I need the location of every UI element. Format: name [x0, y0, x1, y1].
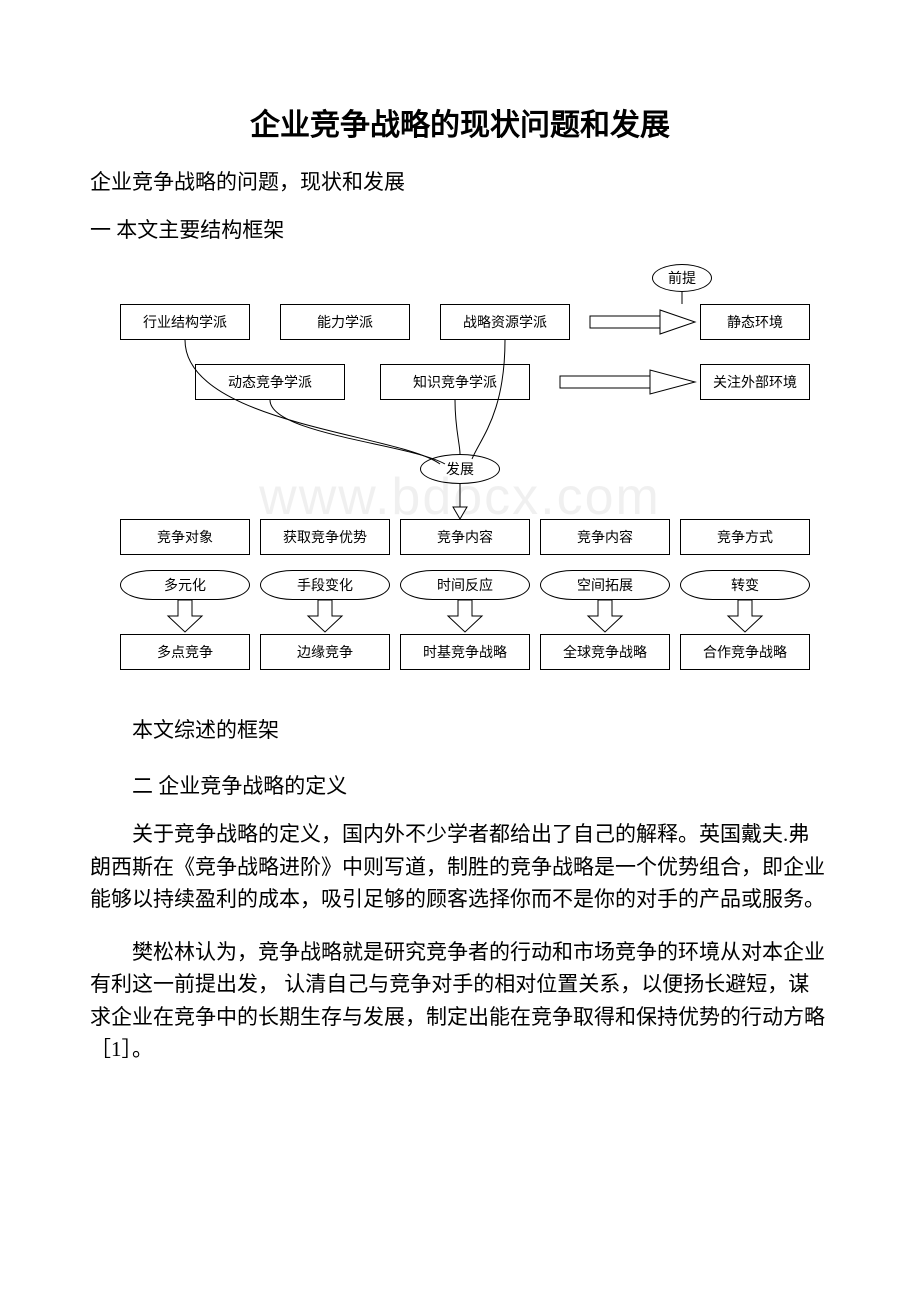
label: 边缘竞争	[297, 642, 353, 662]
label: 手段变化	[297, 575, 353, 595]
node-row1-1: 能力学派	[280, 304, 410, 340]
label: 竞争方式	[717, 527, 773, 547]
framework-diagram: 前提 行业结构学派 能力学派 战略资源学派 静态环境 动态竞争学派 知识竞争学派…	[100, 264, 820, 684]
node-row4-0: 多元化	[120, 570, 250, 600]
label: 竞争内容	[577, 527, 633, 547]
label: 时基竞争战略	[423, 642, 507, 662]
node-row1-2: 战略资源学派	[440, 304, 570, 340]
label: 静态环境	[727, 312, 783, 332]
label: 空间拓展	[577, 575, 633, 595]
label: 竞争对象	[157, 527, 213, 547]
node-row4-4: 转变	[680, 570, 810, 600]
node-row2-1: 知识竞争学派	[380, 364, 530, 400]
section-1-heading: 一 本文主要结构框架	[90, 214, 830, 244]
label: 关注外部环境	[713, 372, 797, 392]
label: 多元化	[164, 575, 206, 595]
node-row5-4: 合作竞争战略	[680, 634, 810, 670]
label: 战略资源学派	[463, 312, 547, 332]
node-row1-right: 静态环境	[700, 304, 810, 340]
node-row3-2: 竞争内容	[400, 519, 530, 555]
label: 动态竞争学派	[228, 372, 312, 392]
label: 能力学派	[317, 312, 373, 332]
diagram-caption: 本文综述的框架	[90, 714, 830, 744]
node-row5-0: 多点竞争	[120, 634, 250, 670]
section-2-heading: 二 企业竞争战略的定义	[90, 770, 830, 800]
page-title: 企业竞争战略的现状问题和发展	[90, 100, 830, 144]
label: 发展	[446, 459, 474, 479]
label: 获取竞争优势	[283, 527, 367, 547]
label: 前提	[668, 268, 696, 288]
label: 合作竞争战略	[703, 642, 787, 662]
node-row3-1: 获取竞争优势	[260, 519, 390, 555]
label: 竞争内容	[437, 527, 493, 547]
label: 多点竞争	[157, 642, 213, 662]
node-row5-2: 时基竞争战略	[400, 634, 530, 670]
node-develop: 发展	[420, 454, 500, 484]
node-row4-3: 空间拓展	[540, 570, 670, 600]
paragraph-2: 樊松林认为，竞争战略就是研究竞争者的行动和市场竞争的环境从对本企业有利这一前提出…	[90, 936, 830, 1066]
node-row4-1: 手段变化	[260, 570, 390, 600]
label: 时间反应	[437, 575, 493, 595]
paragraph-1: 关于竞争战略的定义，国内外不少学者都给出了自己的解释。英国戴夫.弗朗西斯在《竞争…	[90, 818, 830, 916]
label: 全球竞争战略	[563, 642, 647, 662]
node-premise: 前提	[652, 264, 712, 292]
node-row2-right: 关注外部环境	[700, 364, 810, 400]
node-row2-0: 动态竞争学派	[195, 364, 345, 400]
node-row4-2: 时间反应	[400, 570, 530, 600]
label: 行业结构学派	[143, 312, 227, 332]
node-row1-0: 行业结构学派	[120, 304, 250, 340]
subtitle: 企业竞争战略的问题，现状和发展	[90, 166, 830, 196]
label: 转变	[731, 575, 759, 595]
label: 知识竞争学派	[413, 372, 497, 392]
node-row3-0: 竞争对象	[120, 519, 250, 555]
node-row3-4: 竞争方式	[680, 519, 810, 555]
node-row3-3: 竞争内容	[540, 519, 670, 555]
node-row5-1: 边缘竞争	[260, 634, 390, 670]
node-row5-3: 全球竞争战略	[540, 634, 670, 670]
